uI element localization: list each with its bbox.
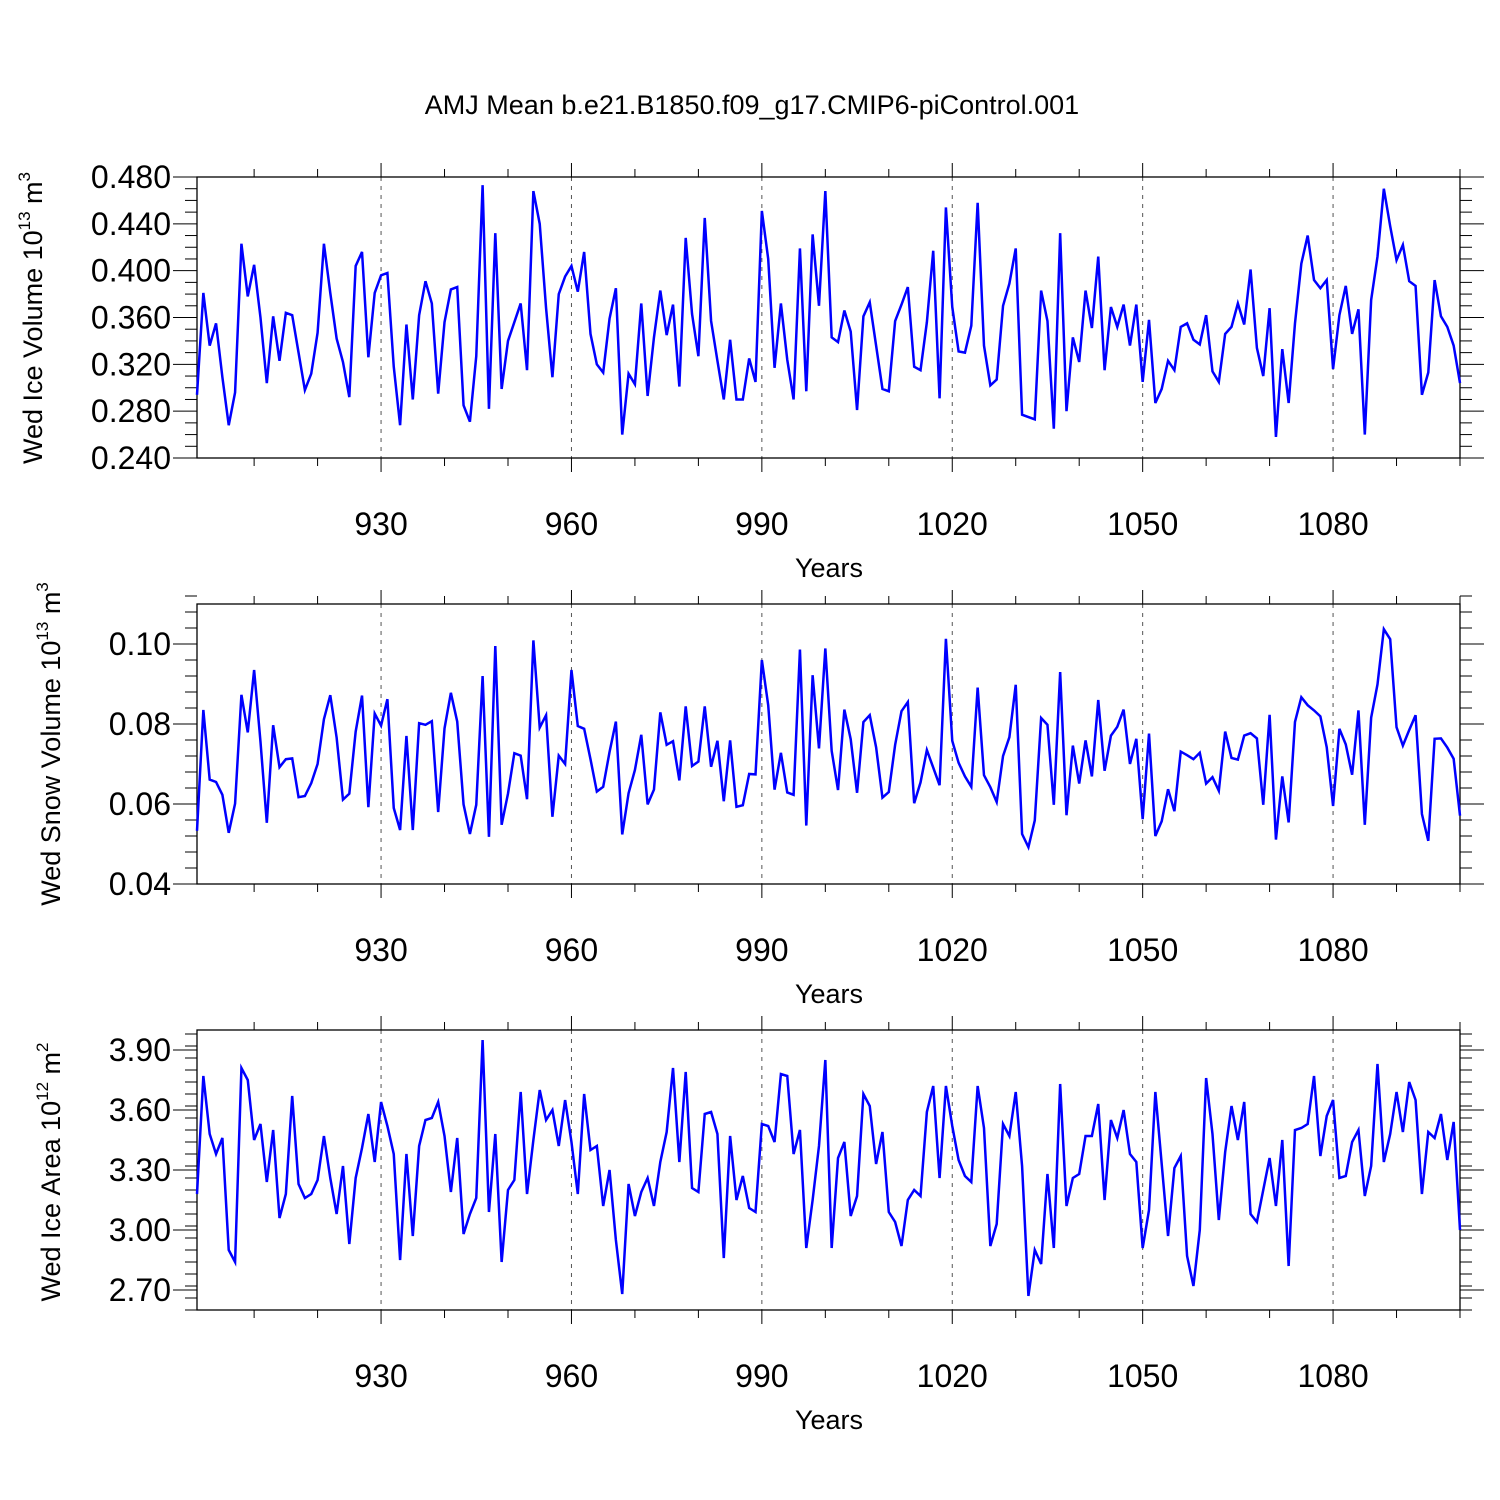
x-tick-label: 1050 — [1107, 506, 1178, 542]
y-tick-label: 0.04 — [109, 866, 171, 902]
y-tick-label: 0.440 — [91, 206, 171, 242]
y-tick-label: 0.360 — [91, 300, 171, 336]
y-axis-label-unit: m — [18, 181, 48, 211]
y-axis-label: Wed Ice Volume 1013 m3 — [15, 172, 48, 464]
y-tick-label: 0.10 — [109, 626, 171, 662]
x-tick-label: 1080 — [1297, 506, 1368, 542]
y-tick-label: 3.90 — [109, 1032, 171, 1068]
y-axis-label-unit-exp: 3 — [33, 582, 52, 591]
y-axis-label-unit: m — [36, 592, 66, 622]
chart-title: AMJ Mean b.e21.B1850.f09_g17.CMIP6-piCon… — [425, 90, 1079, 120]
y-axis-label-base: Wed Ice Volume 10 — [18, 230, 48, 464]
y-axis-label-unit-exp: 3 — [15, 172, 34, 181]
y-axis-label-base: Wed Snow Volume 10 — [36, 641, 66, 906]
y-axis-label-unit: m — [36, 1052, 66, 1082]
y-axis-label-base: Wed Ice Area 10 — [36, 1101, 66, 1302]
x-tick-label: 930 — [354, 506, 407, 542]
y-tick-label: 0.480 — [91, 159, 171, 195]
x-tick-label: 990 — [735, 1358, 788, 1394]
plot-frame — [196, 603, 1461, 885]
y-tick-label: 2.70 — [109, 1272, 171, 1308]
x-tick-label: 1080 — [1297, 932, 1368, 968]
y-tick-label: 0.06 — [109, 786, 171, 822]
panel-ice-area: 930 960 990 1020 1050 1080 Years 2.70 3.00 3.30 3.… — [33, 1016, 1484, 1435]
x-tick-label: 1020 — [917, 932, 988, 968]
x-tick-label: 960 — [545, 506, 598, 542]
y-tick-label: 0.08 — [109, 706, 171, 742]
x-axis-label: Years — [795, 979, 863, 1009]
y-axis-label-unit-exp: 2 — [33, 1042, 52, 1051]
x-tick-label: 990 — [735, 506, 788, 542]
x-tick-label: 930 — [354, 1358, 407, 1394]
y-tick-label: 0.400 — [91, 253, 171, 289]
x-tick-label: 960 — [545, 932, 598, 968]
y-tick-label: 0.280 — [91, 393, 171, 429]
y-axis-label-exp: 12 — [33, 1082, 52, 1101]
y-tick-label: 3.30 — [109, 1152, 171, 1188]
x-tick-label: 1020 — [917, 1358, 988, 1394]
series-line — [195, 1039, 1462, 1297]
y-axis-label: Wed Ice Area 1012 m2 — [33, 1042, 66, 1301]
y-tick-label: 0.240 — [91, 440, 171, 476]
series-line — [195, 185, 1462, 438]
panel-snow-volume: 930 960 990 1020 1050 1080 Years 0.04 0.06 0.08 0.… — [33, 582, 1484, 1009]
x-tick-label: 1080 — [1297, 1358, 1368, 1394]
y-axis-label-exp: 13 — [33, 622, 52, 641]
x-tick-label: 1050 — [1107, 1358, 1178, 1394]
x-tick-label: 960 — [545, 1358, 598, 1394]
x-tick-label: 1020 — [917, 506, 988, 542]
y-axis-label: Wed Snow Volume 1013 m3 — [33, 582, 66, 906]
y-tick-label: 3.00 — [109, 1212, 171, 1248]
y-axis-label-exp: 13 — [15, 211, 34, 230]
series-line — [195, 625, 1462, 851]
x-axis-label: Years — [795, 1405, 863, 1435]
x-tick-label: 930 — [354, 932, 407, 968]
x-tick-label: 990 — [735, 932, 788, 968]
y-tick-label: 3.60 — [109, 1092, 171, 1128]
x-axis-label: Years — [795, 553, 863, 583]
panel-ice-volume: 930 960 990 1020 1050 1080 Years 0.240 0.280 0.32… — [15, 159, 1484, 583]
y-tick-label: 0.320 — [91, 346, 171, 382]
x-tick-label: 1050 — [1107, 932, 1178, 968]
